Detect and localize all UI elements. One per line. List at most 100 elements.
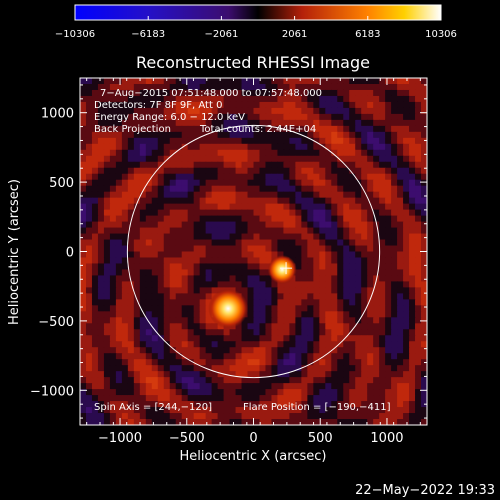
heatmap-cell <box>385 125 392 133</box>
heatmap-cell <box>181 395 189 402</box>
heatmap-cell <box>97 347 105 354</box>
heatmap-cell <box>217 353 225 360</box>
heatmap-cell <box>169 185 177 193</box>
heatmap-cell <box>217 401 225 408</box>
heatmap-cell <box>319 377 326 384</box>
heatmap-cell <box>355 233 362 241</box>
heatmap-cell <box>271 143 279 151</box>
heatmap-cell <box>397 323 404 330</box>
heatmap-cell <box>403 179 410 187</box>
heatmap-cell <box>217 203 225 211</box>
heatmap-cell <box>211 101 219 109</box>
heatmap-cell <box>313 209 320 217</box>
heatmap-cell <box>337 89 344 97</box>
heatmap-cell <box>367 383 374 390</box>
heatmap-cell <box>349 161 356 169</box>
heatmap-cell <box>283 347 290 354</box>
heatmap-cell <box>133 371 141 378</box>
heatmap-cell <box>283 287 290 294</box>
heatmap-cell <box>97 251 105 259</box>
heatmap-cell <box>175 161 183 169</box>
heatmap-cell <box>415 113 422 121</box>
heatmap-cell <box>103 137 111 145</box>
heatmap-cell <box>181 287 189 294</box>
heatmap-cell <box>343 239 350 247</box>
heatmap-cell <box>343 335 350 342</box>
heatmap-cell <box>217 197 225 205</box>
heatmap-cell <box>259 353 267 360</box>
heatmap-cell <box>241 389 249 396</box>
heatmap-cell <box>97 101 105 109</box>
heatmap-cell <box>163 185 171 193</box>
heatmap-cell <box>319 131 326 139</box>
heatmap-cell <box>199 131 207 139</box>
heatmap-cell <box>259 287 267 294</box>
heatmap-cell <box>181 269 189 277</box>
heatmap-cell <box>343 107 350 115</box>
heatmap-cell <box>121 155 129 163</box>
heatmap-cell <box>157 233 165 241</box>
heatmap-cell <box>241 119 249 127</box>
heatmap-cell <box>373 311 380 318</box>
heatmap-cell <box>373 317 380 324</box>
heatmap-cell <box>367 341 374 348</box>
heatmap-cell <box>85 203 93 211</box>
heatmap-cell <box>91 209 99 217</box>
heatmap-cell <box>361 299 368 306</box>
heatmap-cell <box>199 365 207 372</box>
heatmap-cell <box>115 329 123 336</box>
heatmap-cell <box>313 383 320 390</box>
heatmap-cell <box>289 137 296 145</box>
heatmap-cell <box>403 209 410 217</box>
heatmap-cell <box>175 323 183 330</box>
heatmap-cell <box>211 233 219 241</box>
heatmap-cell <box>253 143 261 151</box>
heatmap-cell <box>343 329 350 336</box>
heatmap-cell <box>337 131 344 139</box>
heatmap-cell <box>229 371 237 378</box>
heatmap-cell <box>271 353 279 360</box>
heatmap-cell <box>385 347 392 354</box>
heatmap-cell <box>193 389 201 396</box>
heatmap-cell <box>175 233 183 241</box>
heatmap-cell <box>403 221 410 229</box>
heatmap-cell <box>259 389 267 396</box>
heatmap-cell <box>97 281 105 288</box>
heatmap-cell <box>367 221 374 229</box>
heatmap-cell <box>199 215 207 223</box>
heatmap-cell <box>127 137 135 145</box>
heatmap-cell <box>397 107 404 115</box>
heatmap-cell <box>115 317 123 324</box>
heatmap-cell <box>253 203 261 211</box>
heatmap-cell <box>379 245 386 253</box>
heatmap-cell <box>133 191 141 199</box>
heatmap-cell <box>97 203 105 211</box>
heatmap-cell <box>391 119 398 127</box>
heatmap-cell <box>331 371 338 378</box>
heatmap-cell <box>157 347 165 354</box>
heatmap-cell <box>307 263 314 271</box>
heatmap-cell <box>211 209 219 217</box>
heatmap-cell <box>151 215 159 223</box>
heatmap-cell <box>229 203 237 211</box>
heatmap-cell <box>199 317 207 324</box>
heatmap-cell <box>361 179 368 187</box>
heatmap-cell <box>361 167 368 175</box>
heatmap-cell <box>373 341 380 348</box>
heatmap-cell <box>91 83 99 91</box>
heatmap-cell <box>325 323 332 330</box>
heatmap-cell <box>343 383 350 390</box>
heatmap-cell <box>421 155 427 163</box>
heatmap-cell <box>289 131 296 139</box>
heatmap-cell <box>271 389 279 396</box>
heatmap-cell <box>235 257 243 265</box>
heatmap-cell <box>409 245 416 253</box>
heatmap-cell <box>301 125 308 133</box>
x-axis-label: Heliocentric X (arcsec) <box>180 449 327 464</box>
heatmap-cell <box>199 305 207 312</box>
heatmap-cell <box>109 197 117 205</box>
heatmap-cell <box>247 167 255 175</box>
heatmap-cell <box>163 203 171 211</box>
heatmap-cell <box>109 305 117 312</box>
heatmap-cell <box>241 275 249 283</box>
